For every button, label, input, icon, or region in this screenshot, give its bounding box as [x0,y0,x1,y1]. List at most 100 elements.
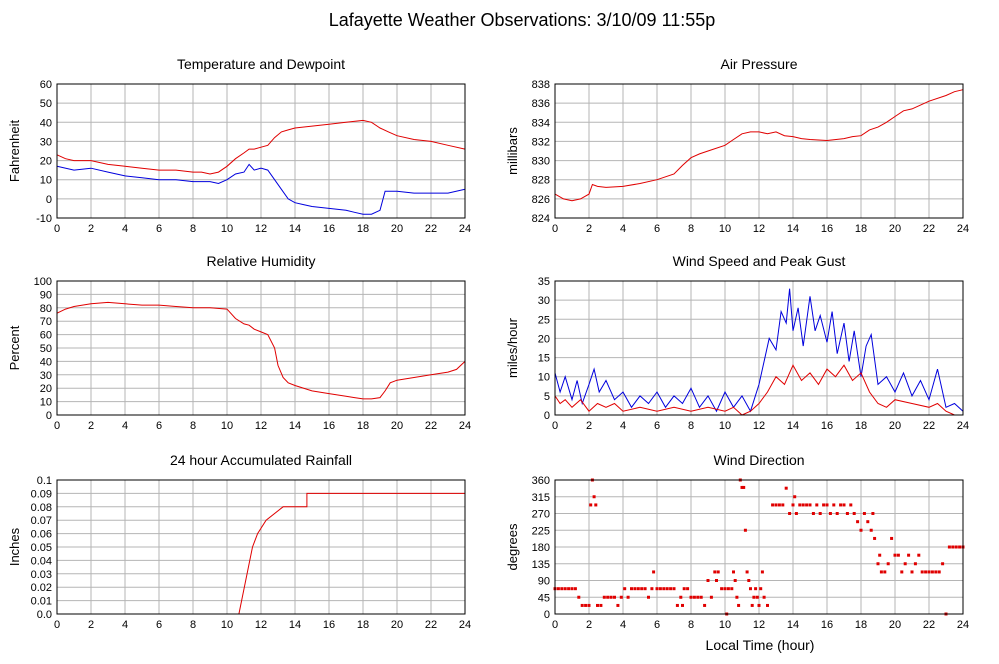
direction-point [869,528,873,532]
direction-point [862,512,866,515]
direction-point [749,587,752,591]
x-tick-label: 22 [425,223,437,235]
y-tick-label: 830 [532,156,550,168]
direction-point [606,595,610,599]
x-tick-label: 12 [255,223,267,235]
y-tick-label: 25 [538,314,550,326]
direction-point [777,503,781,507]
y-tick-label: 0.01 [31,596,52,608]
direction-point [845,512,849,515]
x-tick-label: 18 [855,420,867,432]
direction-point [937,570,941,574]
direction-point [871,512,875,515]
y-tick-label: 35 [538,276,550,288]
direction-point [563,587,567,591]
y-axis-label: Fahrenheit [7,120,22,183]
x-tick-label: 10 [719,420,731,432]
x-tick-label: 22 [923,223,935,235]
y-tick-label: 0.09 [31,488,52,500]
direction-point [794,512,798,515]
x-tick-label: 20 [391,619,403,631]
direction-point [609,595,613,599]
direction-point [696,595,700,599]
direction-point [798,503,802,507]
direction-point [640,587,644,591]
y-tick-label: 50 [40,98,52,110]
direction-point [630,587,633,591]
x-tick-label: 22 [425,420,437,432]
x-tick-label: 8 [190,420,196,432]
y-axis-label: degrees [505,523,520,570]
y-tick-label: 80 [40,303,52,315]
direction-point [917,553,921,557]
direction-point [907,553,911,557]
y-tick-label: 5 [544,391,550,403]
direction-point [556,587,560,591]
y-tick-label: 90 [538,576,550,588]
y-tick-label: 30 [40,136,52,148]
direction-point [878,553,882,557]
direction-point [616,603,620,607]
chart-humidity: 0 2 4 6 8 10 12 14 16 18 20 22 240102030405060708090… [7,253,471,432]
direction-point [626,595,630,599]
y-tick-label: 30 [538,295,550,307]
direction-point [703,603,707,607]
chart-temp: 0 2 4 6 8 10 12 14 16 18 20 22 24-100102030405060Tem… [7,56,471,235]
direction-point [920,570,924,574]
x-tick-label: 20 [889,420,901,432]
direction-point [873,536,877,540]
direction-point [596,603,599,607]
y-tick-label: 824 [532,213,550,225]
y-tick-label: 832 [532,136,550,148]
x-tick-label: 12 [255,619,267,631]
direction-point [893,553,897,557]
y-tick-label: 0.03 [31,569,52,581]
chart-pressure: 0 2 4 6 8 10 12 14 16 18 20 22 248248268288308328348… [505,56,969,235]
y-tick-label: 270 [532,509,550,521]
plot-frame [554,280,964,416]
x-tick-label: 22 [923,619,935,631]
direction-point [951,545,955,549]
direction-point [692,595,696,599]
direction-point [791,503,795,507]
direction-point [927,570,931,574]
direction-point [859,528,863,532]
direction-point [720,587,724,591]
direction-point [793,495,797,499]
direction-point [723,587,727,591]
direction-point [623,587,627,591]
direction-point [788,512,792,515]
plot-frame [554,83,964,219]
x-tick-label: 18 [357,619,369,631]
x-tick-label: 16 [323,223,335,235]
direction-point [655,587,659,591]
direction-point [842,503,846,507]
direction-point [592,495,596,499]
direction-point [633,587,637,591]
direction-point [679,595,683,599]
direction-point [726,587,730,591]
direction-point [924,570,928,574]
direction-point [689,595,693,599]
y-tick-label: 0 [46,410,52,422]
x-tick-label: 18 [855,619,867,631]
direction-point [737,603,741,607]
direction-point [589,503,593,507]
y-axis-label: Inches [7,527,22,566]
chart-title: Wind Speed and Peak Gust [673,253,846,269]
direction-point [886,562,890,566]
direction-point [930,570,934,574]
x-tick-label: 8 [688,223,694,235]
x-tick-label: 24 [459,420,471,432]
y-tick-label: 40 [40,356,52,368]
x-tick-label: 10 [221,223,233,235]
direction-point [755,595,759,599]
y-tick-label: 0 [46,194,52,206]
direction-point [681,603,684,607]
direction-point [716,570,720,574]
direction-point [815,503,819,507]
y-tick-label: 10 [40,175,52,187]
direction-point [662,587,666,591]
x-tick-label: 14 [289,619,301,631]
y-tick-label: 828 [532,175,550,187]
